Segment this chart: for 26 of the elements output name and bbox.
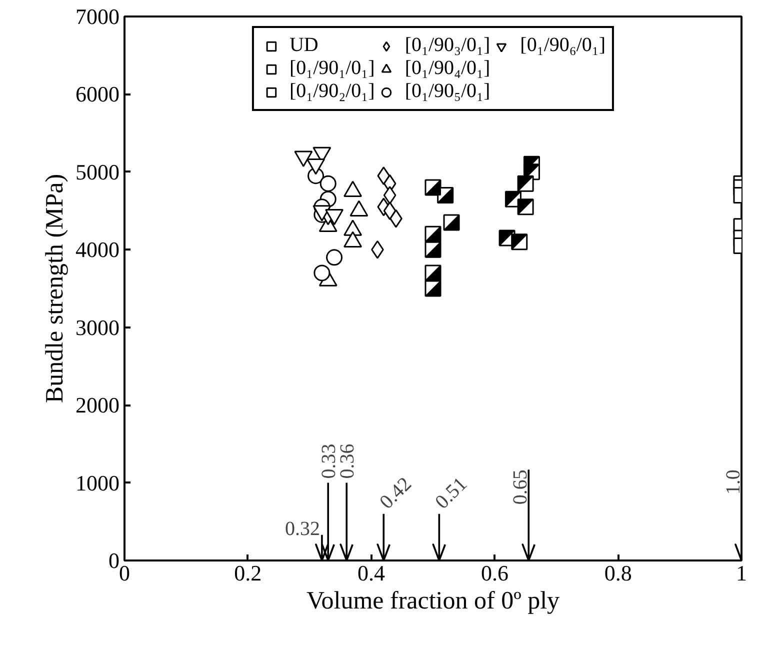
- legend-label: [0₁/90₄/0₁]: [404, 57, 490, 80]
- y-tick-label: 5000: [76, 159, 120, 184]
- legend-label: [0₁/90₃/0₁]: [404, 34, 490, 57]
- ref-line-label: 0.65: [510, 470, 532, 505]
- y-tick-label: 7000: [76, 4, 120, 29]
- x-axis-title: Volume fraction of 0º ply: [306, 588, 560, 614]
- x-tick-label: 1: [736, 560, 747, 586]
- y-tick-label: 6000: [76, 82, 120, 107]
- legend-label: [0₁/90₂/0₁]: [289, 80, 375, 103]
- x-tick-label: 0.2: [234, 560, 262, 586]
- legend-label: [0₁/90₁/0₁]: [289, 57, 375, 80]
- ref-line-label: 0.32: [284, 518, 320, 540]
- legend-label: UD: [289, 34, 318, 57]
- y-tick-label: 3000: [76, 314, 120, 340]
- y-axis-title: Bundle strength (MPa): [42, 174, 68, 404]
- y-tick-label: 4000: [76, 237, 120, 262]
- x-tick-label: 0.4: [358, 560, 386, 586]
- legend-label: [0₁/90₅/0₁]: [404, 80, 490, 103]
- y-tick-label: 2000: [76, 392, 120, 418]
- y-tick-label: 1000: [76, 470, 120, 496]
- x-tick-label: 0.6: [480, 560, 508, 586]
- ref-line-label: 0.42: [376, 473, 416, 514]
- ref-line-label: 0.51: [431, 473, 472, 514]
- x-tick-label: 0.8: [604, 560, 632, 586]
- ref-line-label: 1.0: [722, 470, 744, 495]
- legend-label: [0₁/90₆/0₁]: [520, 34, 606, 57]
